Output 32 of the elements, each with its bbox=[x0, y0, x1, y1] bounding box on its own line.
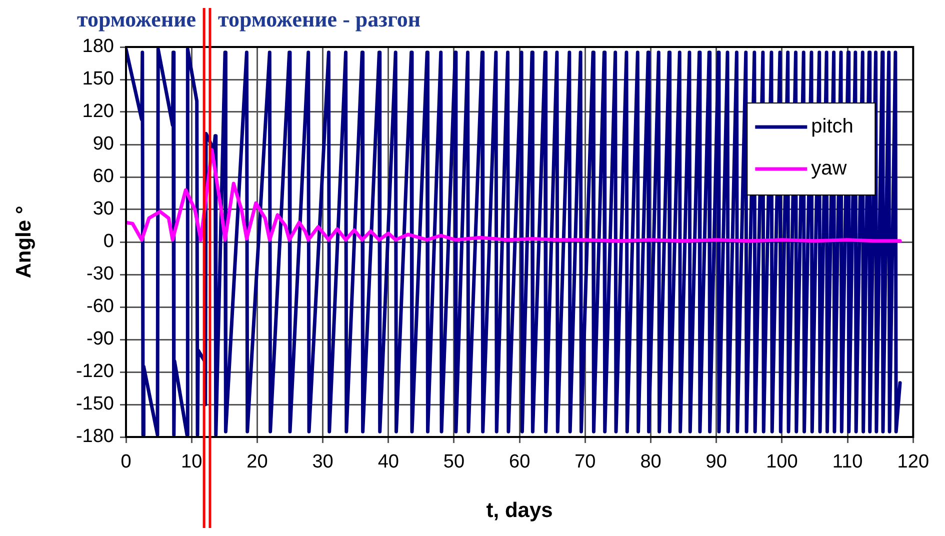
y-tick-label: 0 bbox=[103, 231, 114, 252]
y-tick-label: -60 bbox=[86, 296, 114, 318]
text: торможение - разгон bbox=[218, 6, 421, 32]
x-tick-label: 90 bbox=[706, 452, 727, 473]
x-tick-label: 40 bbox=[378, 452, 399, 473]
x-tick-label: 10 bbox=[181, 452, 202, 473]
legend-label: pitch bbox=[811, 116, 854, 138]
y-tick-label: 180 bbox=[82, 36, 114, 58]
legend-label: yaw bbox=[811, 158, 848, 180]
y-tick-label: 60 bbox=[92, 166, 114, 188]
x-tick-label: 110 bbox=[832, 452, 863, 473]
y-tick-label: -180 bbox=[76, 426, 114, 448]
y-tick-label: -150 bbox=[76, 394, 114, 415]
y-axis-title: Angle ° bbox=[12, 206, 36, 278]
y-tick-label: 120 bbox=[82, 101, 114, 122]
x-tick-label: 70 bbox=[574, 452, 596, 473]
x-tick-label: 100 bbox=[766, 452, 798, 473]
y-tick-label: 90 bbox=[92, 134, 114, 155]
x-tick-label: 60 bbox=[509, 452, 530, 473]
y-tick-label: -90 bbox=[86, 328, 114, 350]
text: торможение bbox=[76, 6, 196, 32]
x-tick-label: 80 bbox=[640, 452, 662, 473]
x-tick-label: 0 bbox=[120, 452, 132, 473]
x-tick-label: 50 bbox=[443, 452, 465, 473]
y-tick-label: 30 bbox=[92, 198, 114, 220]
x-axis-title: t, days bbox=[486, 499, 553, 522]
x-tick-label: 20 bbox=[246, 452, 268, 473]
x-tick-label: 30 bbox=[312, 452, 334, 473]
x-tick-label: 120 bbox=[897, 452, 929, 473]
y-tick-label: -30 bbox=[86, 264, 114, 285]
y-tick-label: 150 bbox=[82, 68, 114, 90]
y-tick-label: -120 bbox=[76, 361, 114, 382]
